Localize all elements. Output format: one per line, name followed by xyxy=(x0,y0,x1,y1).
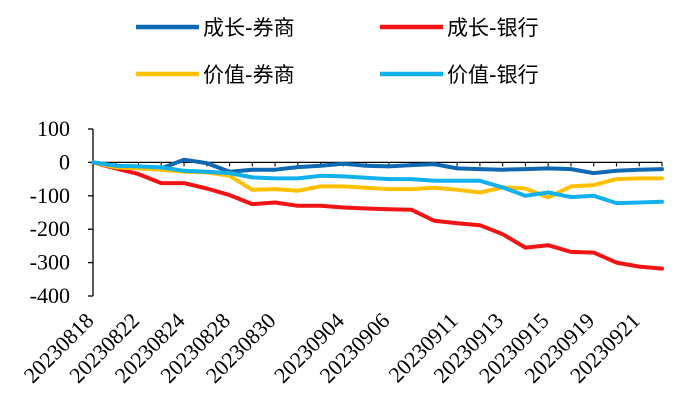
y-tick-label: -100 xyxy=(30,183,70,208)
y-tick-label: 100 xyxy=(37,116,70,141)
series-layer xyxy=(91,157,664,271)
series-line xyxy=(91,160,664,271)
legend-label: 价值-券商 xyxy=(203,63,295,87)
y-tick-label: -200 xyxy=(30,216,70,241)
y-tick-label: -400 xyxy=(30,283,70,308)
series-line xyxy=(91,160,664,206)
legend-label: 成长-银行 xyxy=(447,16,539,40)
y-tick-label: 0 xyxy=(59,149,70,174)
legend-label: 价值-银行 xyxy=(447,63,539,87)
y-tick-label: -300 xyxy=(30,250,70,275)
series-line xyxy=(91,157,664,176)
legend-label: 成长-券商 xyxy=(203,16,295,40)
